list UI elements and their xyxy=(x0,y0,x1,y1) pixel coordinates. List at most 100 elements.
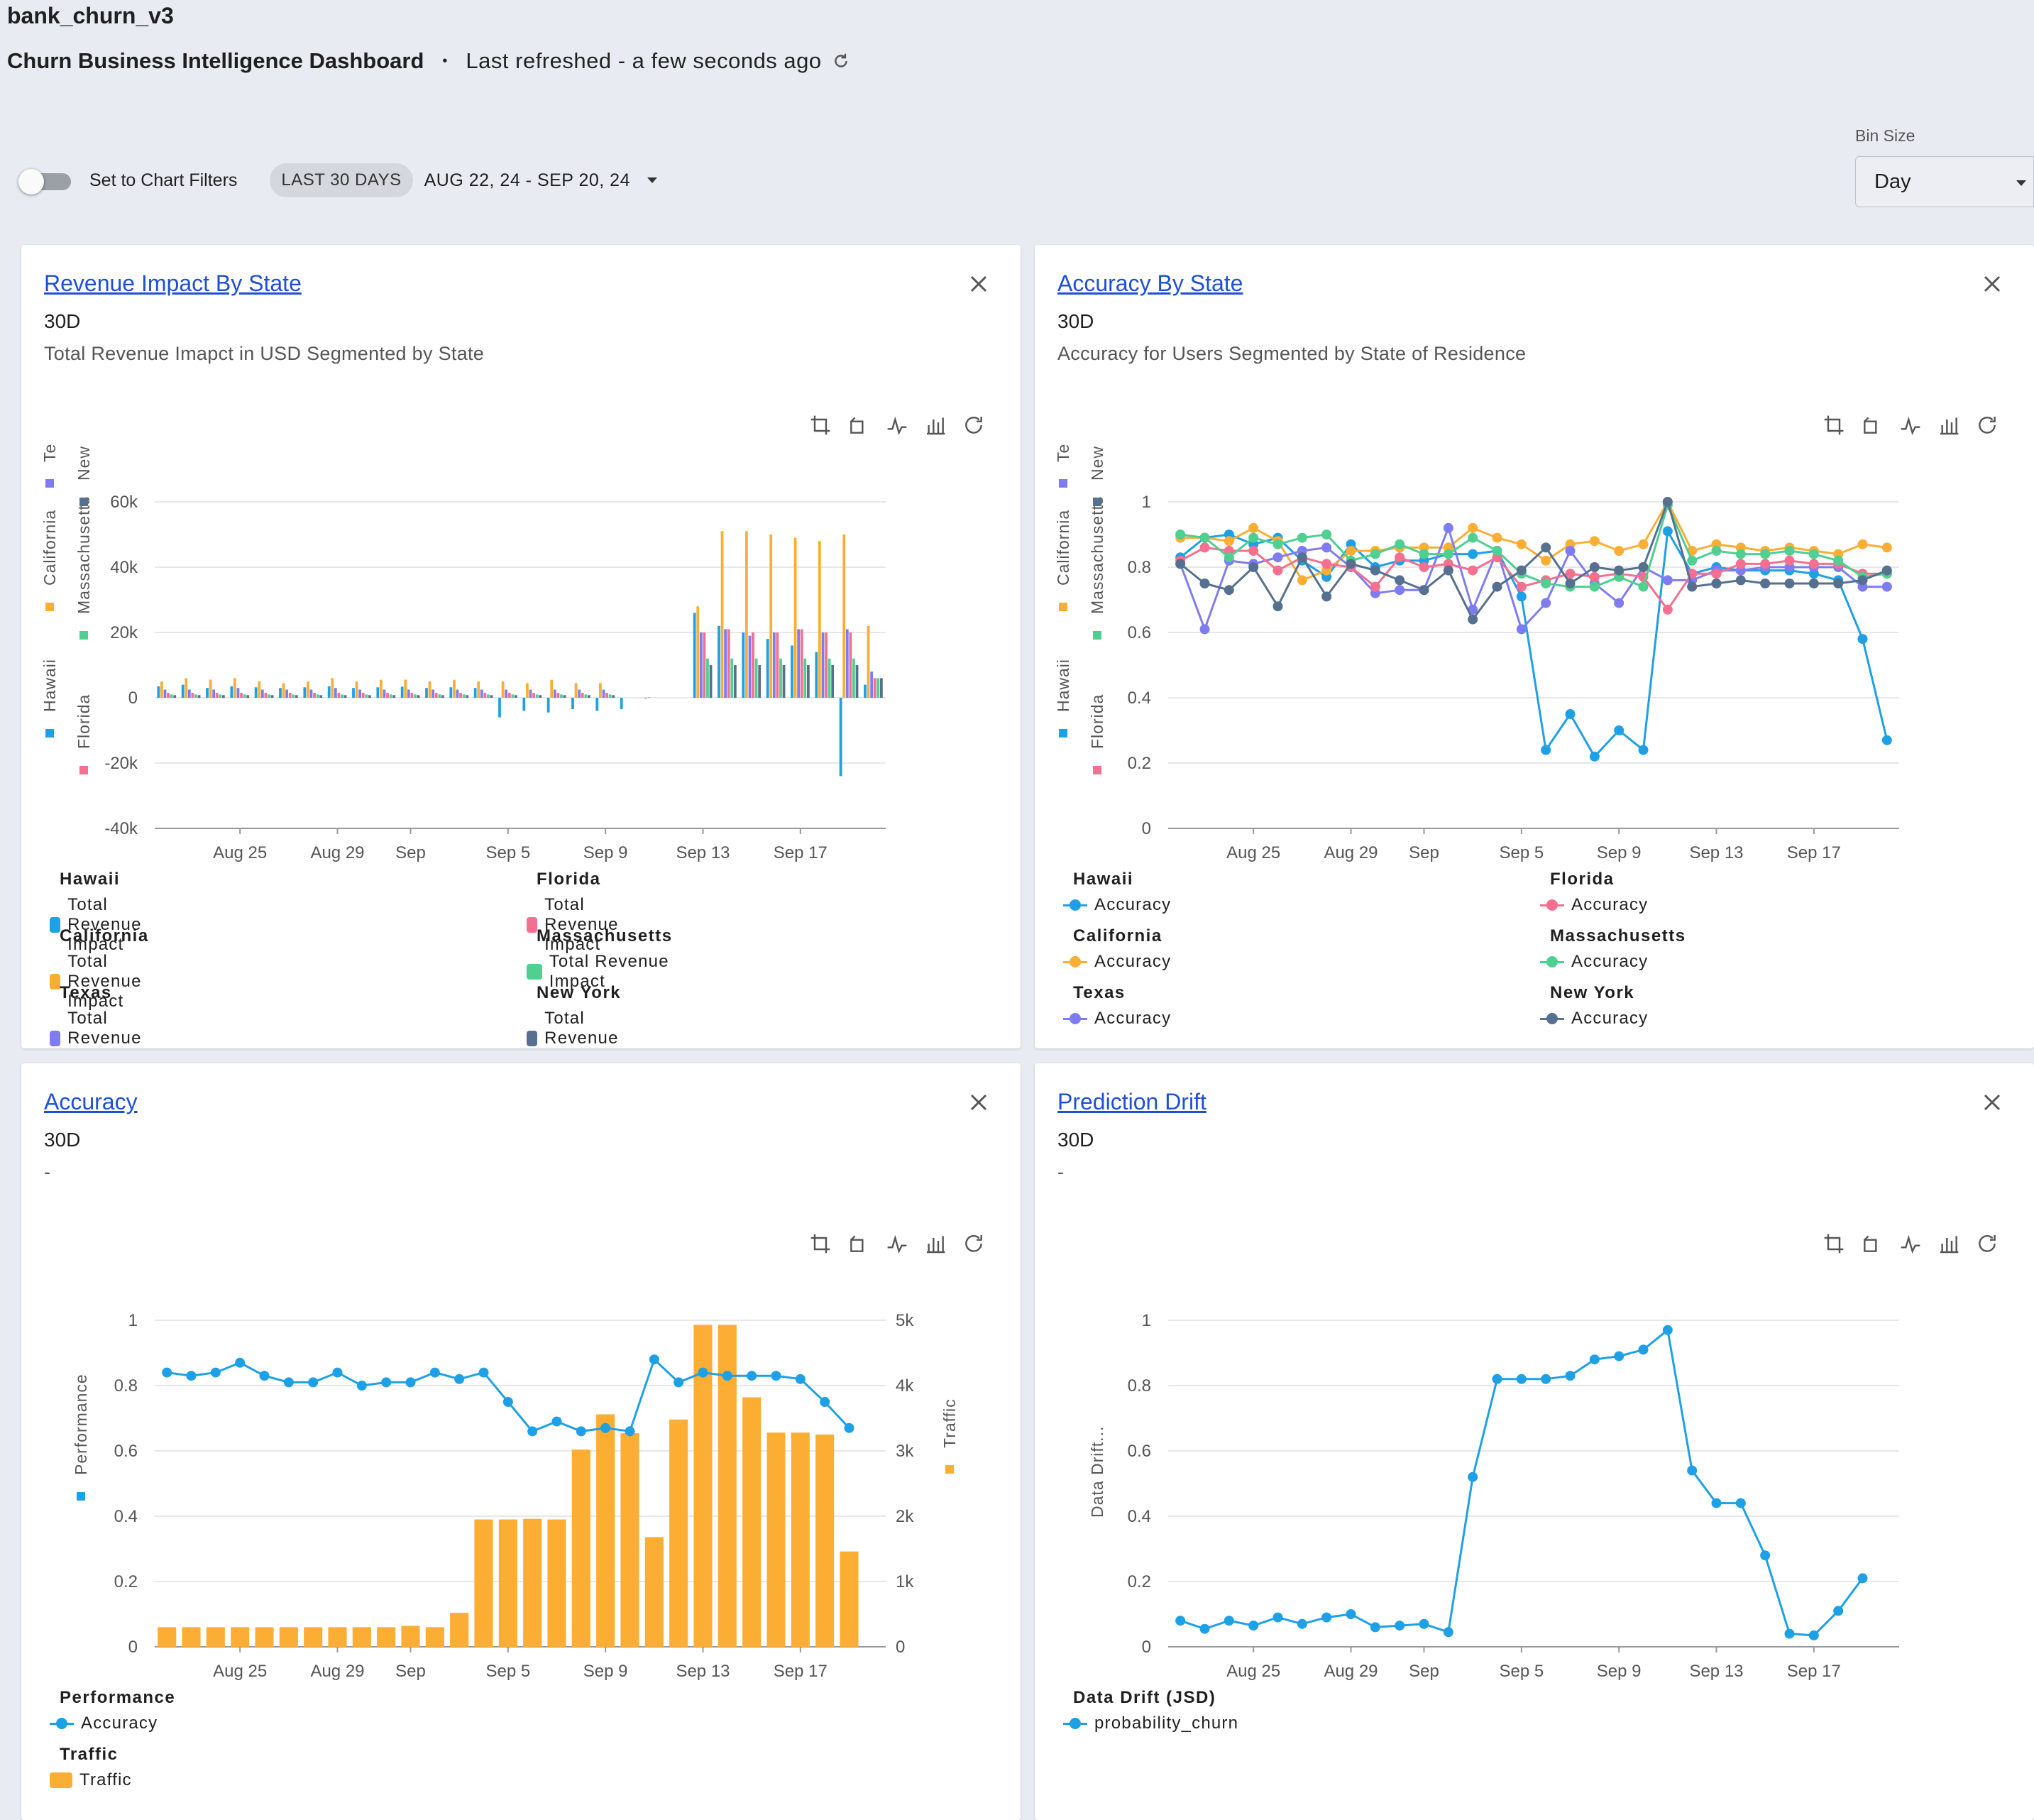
legend-group[interactable]: New York Total Revenue Impact xyxy=(527,983,630,1048)
panel-title-link[interactable]: Revenue Impact By State xyxy=(44,270,302,296)
bar xyxy=(745,531,748,698)
legend-item[interactable]: Accuracy xyxy=(1540,952,1686,972)
side-legend-hawaii: Hawaii xyxy=(40,659,59,738)
date-range-text[interactable]: AUG 22, 24 - SEP 20, 24 xyxy=(424,170,630,190)
legend-group[interactable]: Massachusetts Total Revenue Impact xyxy=(527,926,673,992)
zoom-back-icon[interactable] xyxy=(847,414,870,437)
side-legend-new-york-label: New York xyxy=(1088,444,1106,481)
bar xyxy=(511,694,515,698)
data-point xyxy=(600,1422,611,1433)
zoom-select-icon[interactable] xyxy=(809,1232,832,1255)
date-range-chip[interactable]: LAST 30 DAYS xyxy=(270,163,413,197)
legend-group[interactable]: California Total Revenue Impact xyxy=(50,926,153,1012)
traffic-bar xyxy=(523,1518,542,1647)
y-axis-title-swatch xyxy=(77,1492,85,1501)
data-point xyxy=(1199,532,1210,543)
legend-item[interactable]: Accuracy xyxy=(1540,1009,1648,1029)
legend-item[interactable]: Total Revenue Impact xyxy=(50,1009,153,1048)
legend-item[interactable]: Accuracy xyxy=(1063,952,1171,972)
zoom-back-icon[interactable] xyxy=(1861,1232,1884,1255)
y-tick-label: 0.6 xyxy=(1128,1442,1151,1461)
legend-swatch xyxy=(527,1031,538,1046)
data-point xyxy=(1833,1606,1844,1616)
data-point xyxy=(1468,565,1478,576)
bar-chart-icon[interactable] xyxy=(924,1232,947,1255)
close-icon[interactable] xyxy=(1981,1092,2003,1113)
bar xyxy=(230,686,233,698)
zoom-back-icon[interactable] xyxy=(1861,414,1884,437)
data-point xyxy=(1881,581,1892,592)
bar xyxy=(546,698,550,713)
legend-item[interactable]: Accuracy xyxy=(1063,1009,1171,1029)
restore-icon[interactable] xyxy=(1976,414,1999,437)
chart-filters-toggle[interactable] xyxy=(18,169,71,194)
legend-group[interactable]: New York Accuracy xyxy=(1540,983,1648,1029)
legend-group[interactable]: Florida Total Revenue Impact xyxy=(527,870,630,955)
bar xyxy=(341,694,343,698)
legend-item[interactable]: probability_churn xyxy=(1063,1714,1238,1733)
panel-title-link[interactable]: Accuracy xyxy=(44,1089,138,1114)
legend-group-title: Texas xyxy=(60,983,112,1002)
caret-down-icon[interactable] xyxy=(647,177,657,183)
legend-group[interactable]: California Accuracy xyxy=(1063,926,1171,972)
legend-item[interactable]: Accuracy xyxy=(50,1714,175,1733)
legend-group[interactable]: Hawaii Accuracy xyxy=(1063,870,1171,915)
legend-item[interactable]: Total Revenue Impact xyxy=(50,895,153,955)
legend-group[interactable]: Data Drift (JSD) probability_churn xyxy=(1063,1688,1238,1733)
traffic-bar xyxy=(255,1627,274,1647)
panel-title-link[interactable]: Accuracy By State xyxy=(1057,270,1243,296)
side-legend-california: California xyxy=(1054,510,1072,611)
side-legend-california: California xyxy=(40,510,59,611)
legend-group[interactable]: Texas Accuracy xyxy=(1063,983,1171,1029)
legend-item[interactable]: Accuracy xyxy=(1540,895,1648,915)
legend-group[interactable]: Traffic Traffic xyxy=(50,1745,132,1790)
bin-size-select[interactable]: Day xyxy=(1855,156,2034,207)
data-point xyxy=(1589,536,1600,547)
line-chart-icon[interactable] xyxy=(886,1232,908,1255)
legend-group[interactable]: Texas Total Revenue Impact xyxy=(50,983,153,1048)
zoom-select-icon[interactable] xyxy=(809,414,832,437)
x-tick-label: Sep 17 xyxy=(1787,843,1841,862)
bar xyxy=(831,665,835,698)
legend-item[interactable]: Total Revenue Impact xyxy=(527,952,673,992)
restore-icon[interactable] xyxy=(1976,1232,1999,1255)
data-point xyxy=(1784,555,1795,566)
bar-chart-icon[interactable] xyxy=(1937,1232,1960,1255)
close-icon[interactable] xyxy=(1981,273,2003,295)
restore-icon[interactable] xyxy=(962,1232,985,1255)
side-legend-texas: Texas xyxy=(40,444,59,488)
bar-chart-icon[interactable] xyxy=(1937,414,1960,437)
bar-chart-icon[interactable] xyxy=(924,414,947,437)
data-point xyxy=(1881,565,1892,576)
bar xyxy=(724,629,727,698)
legend-item[interactable]: Total Revenue Impact xyxy=(527,1009,630,1048)
bar xyxy=(758,665,762,698)
bar xyxy=(876,678,880,698)
bar xyxy=(608,694,612,698)
data-point xyxy=(1808,559,1819,569)
close-icon[interactable] xyxy=(968,273,989,295)
legend-item[interactable]: Traffic xyxy=(50,1770,132,1790)
bar xyxy=(733,665,737,698)
panel-title-link[interactable]: Prediction Drift xyxy=(1057,1089,1206,1114)
line-chart-icon[interactable] xyxy=(1899,414,1922,437)
legend-group[interactable]: Massachusetts Accuracy xyxy=(1540,926,1686,972)
zoom-back-icon[interactable] xyxy=(847,1232,870,1255)
line-chart-icon[interactable] xyxy=(886,414,908,437)
zoom-select-icon[interactable] xyxy=(1823,414,1845,437)
legend-group[interactable]: Florida Accuracy xyxy=(1540,870,1648,915)
legend-group[interactable]: Hawaii Total Revenue Impact xyxy=(50,870,153,955)
zoom-select-icon[interactable] xyxy=(1823,1232,1845,1255)
bar xyxy=(331,678,334,698)
legend-item[interactable]: Accuracy xyxy=(1063,895,1171,915)
refresh-icon[interactable] xyxy=(832,52,850,70)
data-point xyxy=(1857,634,1868,645)
legend-item[interactable]: Total Revenue Impact xyxy=(527,895,630,955)
bar xyxy=(376,687,380,698)
close-icon[interactable] xyxy=(968,1092,989,1113)
legend-group[interactable]: Performance Accuracy xyxy=(50,1688,175,1733)
restore-icon[interactable] xyxy=(962,414,985,437)
line-chart-icon[interactable] xyxy=(1899,1232,1922,1255)
data-point xyxy=(1321,1612,1332,1623)
legend-item[interactable]: Total Revenue Impact xyxy=(50,952,153,1012)
